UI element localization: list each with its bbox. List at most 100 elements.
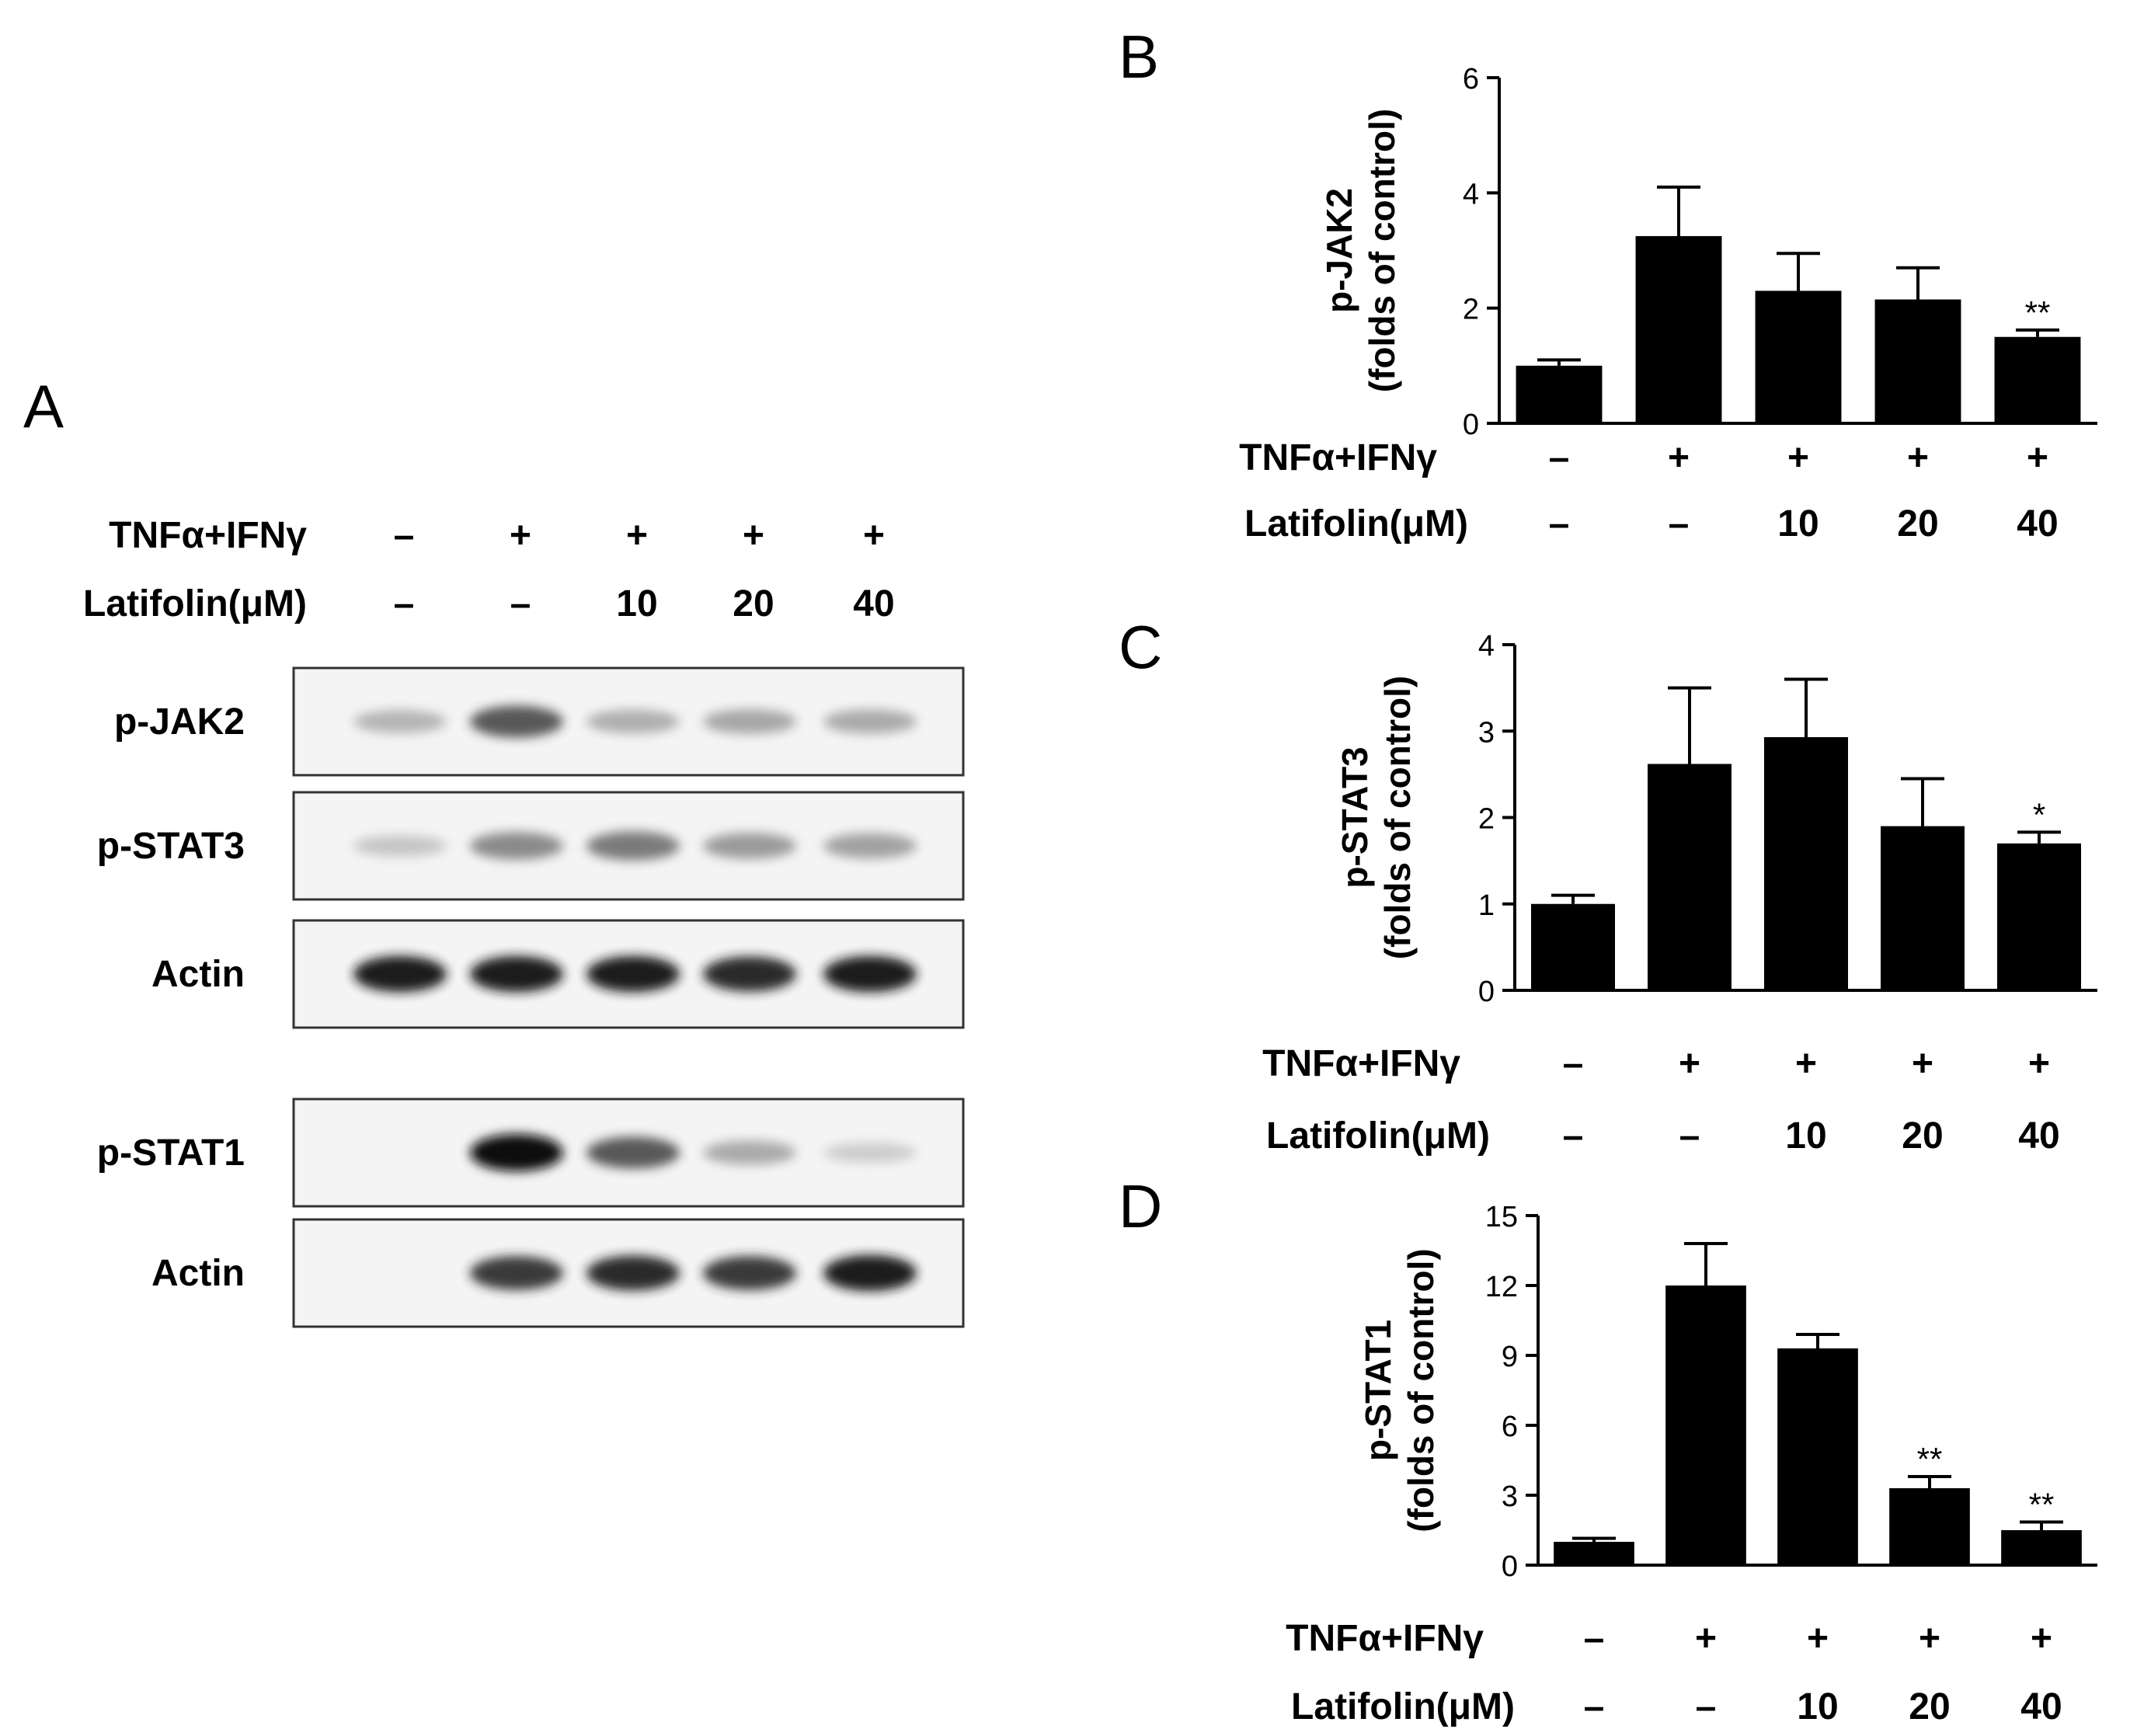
y-tick-label: 3 bbox=[1502, 1480, 1518, 1513]
bar bbox=[1635, 235, 1722, 423]
bar bbox=[1994, 336, 2081, 423]
dose-mark: 10 bbox=[1777, 503, 1819, 544]
blot-label: Actin bbox=[151, 1253, 245, 1294]
chart-b-bars: ** bbox=[1516, 185, 2081, 423]
bar bbox=[1764, 737, 1848, 990]
y-tick-label: 2 bbox=[1463, 294, 1479, 326]
y-axis-label-line: (folds of control) bbox=[1362, 109, 1402, 392]
blot-band bbox=[703, 956, 796, 992]
dose-mark: 20 bbox=[1897, 503, 1938, 544]
dose-mark: 20 bbox=[733, 583, 774, 624]
dose-mark: – bbox=[510, 583, 531, 624]
chart-b-dose-label: Latifolin(μM) bbox=[1244, 503, 1468, 544]
blot-band bbox=[703, 1140, 796, 1165]
panel-d-letter: D bbox=[1119, 1172, 1162, 1240]
dose-mark: – bbox=[1584, 1686, 1605, 1727]
dose-mark: – bbox=[1679, 1115, 1700, 1157]
panel-a-treatment-label: TNFα+IFNγ bbox=[109, 515, 307, 556]
significance-label: ** bbox=[1917, 1441, 1943, 1477]
bar bbox=[1997, 843, 2081, 990]
significance-label: * bbox=[2033, 796, 2045, 833]
treatment-mark: + bbox=[1695, 1618, 1717, 1659]
y-axis-label-line: (folds of control) bbox=[1377, 676, 1418, 959]
y-tick-label: 15 bbox=[1485, 1201, 1518, 1233]
treatment-mark: + bbox=[510, 515, 531, 556]
dose-mark: – bbox=[1563, 1115, 1584, 1157]
treatment-mark: – bbox=[394, 515, 415, 556]
treatment-mark: + bbox=[743, 515, 764, 556]
chart-c-treatment-label: TNFα+IFNγ bbox=[1262, 1043, 1460, 1084]
panel-a-letter: A bbox=[23, 372, 64, 440]
y-tick-label: 0 bbox=[1502, 1550, 1518, 1583]
treatment-mark: + bbox=[1912, 1043, 1933, 1084]
treatment-mark: + bbox=[2028, 1043, 2050, 1084]
treatment-mark: + bbox=[1787, 437, 1809, 478]
chart-d-bars: ** ** bbox=[1554, 1242, 2082, 1565]
y-tick-label: 12 bbox=[1485, 1271, 1518, 1303]
chart-d-treatment-label: TNFα+IFNγ bbox=[1286, 1618, 1484, 1659]
bar bbox=[1554, 1542, 1634, 1565]
blot-band bbox=[703, 833, 796, 859]
blot-band bbox=[586, 1136, 680, 1169]
dose-mark: 40 bbox=[2017, 503, 2058, 544]
blot-row: p-STAT1 bbox=[97, 1098, 965, 1208]
chart-d-treatment-marks: – + + + + bbox=[1584, 1618, 2052, 1659]
chart-c: C p-STAT3 (folds of control) 0 1 2 3 4 * TNFα… bbox=[1119, 613, 2097, 1157]
dose-mark: 10 bbox=[1797, 1686, 1838, 1727]
dose-mark: – bbox=[394, 583, 415, 624]
blot-row: Actin bbox=[151, 1218, 965, 1328]
y-tick-label: 6 bbox=[1502, 1411, 1518, 1443]
chart-c-treatment-marks: – + + + + bbox=[1563, 1043, 2050, 1084]
dose-mark: 40 bbox=[2018, 1115, 2059, 1157]
dose-mark: 40 bbox=[2020, 1686, 2062, 1727]
treatment-mark: + bbox=[1919, 1618, 1940, 1659]
chart-b-y-axis-label: p-JAK2 (folds of control) bbox=[1319, 109, 1402, 392]
bar bbox=[1531, 903, 1615, 990]
significance-label: ** bbox=[2025, 294, 2051, 331]
panel-a-western-blot: A TNFα+IFNγ – + + + + Latifolin(μM) – – 10 20 40… bbox=[23, 372, 965, 1328]
blot-band bbox=[353, 955, 447, 993]
blot-row: Actin bbox=[151, 919, 965, 1029]
blot-band bbox=[586, 1255, 680, 1291]
bar bbox=[2001, 1530, 2082, 1565]
chart-d-dose-label: Latifolin(μM) bbox=[1291, 1686, 1515, 1727]
blot-band bbox=[353, 710, 447, 733]
y-axis-label-line: (folds of control) bbox=[1401, 1248, 1441, 1532]
blot-band bbox=[470, 832, 563, 860]
chart-b: B p-JAK2 (folds of control) 0 2 4 6 ** TNFα+… bbox=[1119, 23, 2097, 544]
blot-rows: p-JAK2 p-STAT3 Actin p-STAT1 Actin bbox=[97, 666, 965, 1328]
dose-mark: – bbox=[1669, 503, 1690, 544]
blot-band bbox=[470, 705, 563, 738]
panel-a-dose-marks: – – 10 20 40 bbox=[394, 583, 895, 624]
blot-band bbox=[823, 1143, 917, 1163]
chart-c-dose-marks: – – 10 20 40 bbox=[1563, 1115, 2060, 1157]
treatment-mark: + bbox=[1807, 1618, 1829, 1659]
blot-label: p-JAK2 bbox=[114, 701, 245, 743]
blot-band bbox=[823, 1254, 917, 1292]
blot-band bbox=[353, 835, 447, 857]
blot-band bbox=[470, 1256, 563, 1290]
bar bbox=[1874, 299, 1961, 423]
blot-row: p-STAT3 bbox=[97, 791, 965, 901]
blot-label: p-STAT3 bbox=[97, 826, 245, 867]
y-tick-label: 0 bbox=[1478, 976, 1495, 1008]
treatment-mark: + bbox=[1795, 1043, 1817, 1084]
blot-band bbox=[703, 1256, 796, 1290]
blot-band bbox=[586, 709, 680, 734]
panel-a-treatment-marks: – + + + + bbox=[394, 515, 885, 556]
chart-b-treatment-label: TNFα+IFNγ bbox=[1239, 437, 1437, 478]
y-tick-label: 9 bbox=[1502, 1341, 1518, 1373]
dose-mark: 10 bbox=[616, 583, 657, 624]
panel-c-letter: C bbox=[1119, 613, 1162, 681]
chart-b-dose-marks: – – 10 20 40 bbox=[1549, 503, 2059, 544]
blot-band bbox=[470, 955, 563, 993]
treatment-mark: + bbox=[1679, 1043, 1700, 1084]
y-tick-label: 4 bbox=[1478, 630, 1495, 663]
chart-c-bars: * bbox=[1531, 677, 2081, 990]
panel-b-letter: B bbox=[1119, 23, 1159, 91]
dose-mark: 10 bbox=[1785, 1115, 1826, 1157]
treatment-mark: + bbox=[2027, 437, 2048, 478]
treatment-mark: + bbox=[1907, 437, 1929, 478]
